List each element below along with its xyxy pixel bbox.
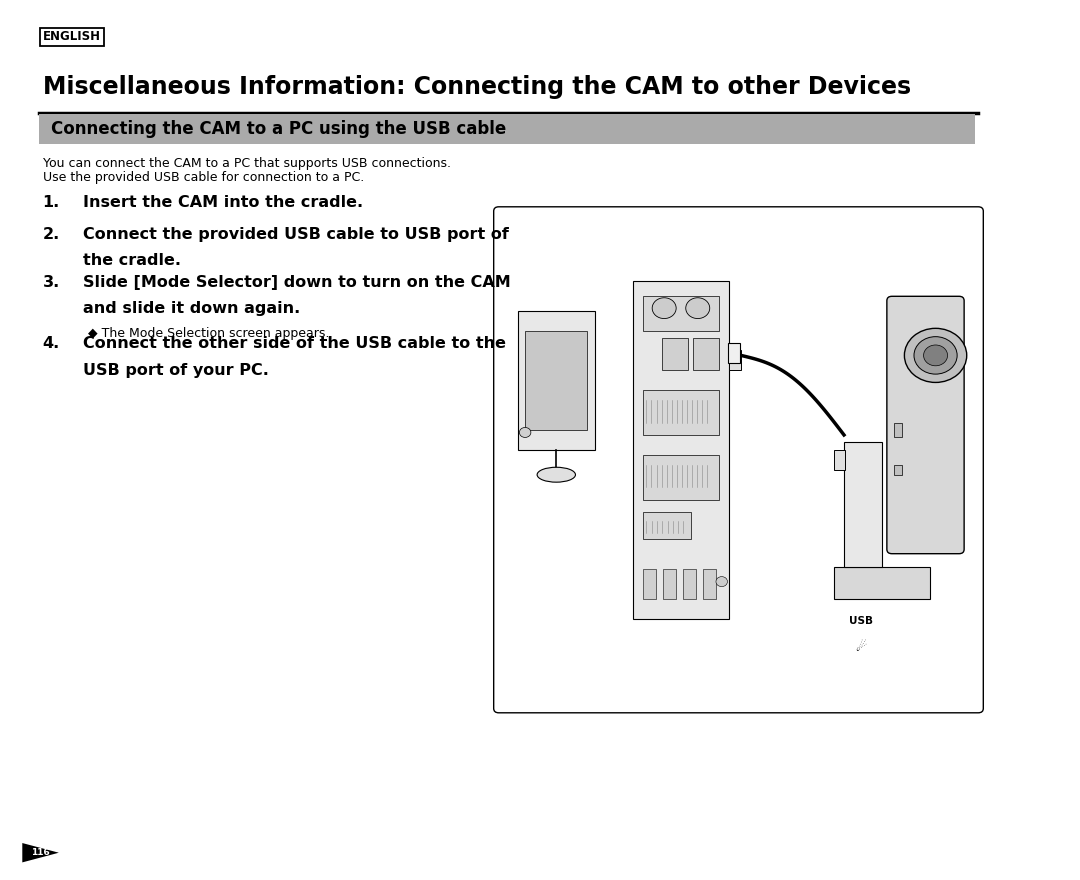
FancyBboxPatch shape <box>894 422 902 437</box>
FancyBboxPatch shape <box>643 569 656 599</box>
Text: Insert the CAM into the cradle.: Insert the CAM into the cradle. <box>83 195 363 210</box>
Text: USB: USB <box>849 616 873 627</box>
Text: and slide it down again.: and slide it down again. <box>83 301 300 316</box>
FancyBboxPatch shape <box>643 296 719 331</box>
Circle shape <box>923 345 947 366</box>
Text: the cradle.: the cradle. <box>83 253 181 268</box>
FancyBboxPatch shape <box>703 569 716 599</box>
FancyBboxPatch shape <box>662 338 688 370</box>
FancyBboxPatch shape <box>525 331 588 430</box>
FancyBboxPatch shape <box>894 465 902 474</box>
FancyBboxPatch shape <box>693 338 719 370</box>
Circle shape <box>652 297 676 319</box>
Text: Slide [Mode Selector] down to turn on the CAM: Slide [Mode Selector] down to turn on th… <box>83 275 511 290</box>
FancyBboxPatch shape <box>683 569 697 599</box>
Text: Use the provided USB cable for connection to a PC.: Use the provided USB cable for connectio… <box>42 171 364 184</box>
Text: 1.: 1. <box>42 195 59 210</box>
Text: 116: 116 <box>31 848 50 857</box>
Text: 3.: 3. <box>42 275 59 290</box>
Text: You can connect the CAM to a PC that supports USB connections.: You can connect the CAM to a PC that sup… <box>42 157 450 170</box>
Text: Connect the provided USB cable to USB port of: Connect the provided USB cable to USB po… <box>83 227 509 242</box>
Circle shape <box>519 428 531 437</box>
Text: ENGLISH: ENGLISH <box>42 31 100 43</box>
Text: ◆ The Mode Selection screen appears.: ◆ The Mode Selection screen appears. <box>89 327 329 341</box>
Text: Miscellaneous Information: Connecting the CAM to other Devices: Miscellaneous Information: Connecting th… <box>42 75 910 99</box>
FancyBboxPatch shape <box>518 311 595 450</box>
Circle shape <box>686 297 710 319</box>
FancyBboxPatch shape <box>39 114 975 144</box>
Circle shape <box>914 337 957 374</box>
FancyBboxPatch shape <box>663 569 676 599</box>
FancyBboxPatch shape <box>843 443 882 567</box>
Text: ☄: ☄ <box>855 642 866 654</box>
FancyBboxPatch shape <box>835 450 845 470</box>
FancyBboxPatch shape <box>729 350 741 370</box>
Text: USB port of your PC.: USB port of your PC. <box>83 363 269 378</box>
FancyBboxPatch shape <box>728 343 740 363</box>
FancyBboxPatch shape <box>835 567 930 599</box>
Text: 2.: 2. <box>42 227 59 242</box>
Text: 4.: 4. <box>42 336 59 351</box>
Text: Connecting the CAM to a PC using the USB cable: Connecting the CAM to a PC using the USB… <box>51 121 505 138</box>
Ellipse shape <box>537 467 576 482</box>
FancyBboxPatch shape <box>643 455 719 500</box>
FancyBboxPatch shape <box>494 207 983 713</box>
Circle shape <box>904 328 967 383</box>
Polygon shape <box>23 843 58 862</box>
FancyBboxPatch shape <box>643 390 719 435</box>
FancyBboxPatch shape <box>887 297 964 554</box>
FancyBboxPatch shape <box>643 512 690 539</box>
Text: Connect the other side of the USB cable to the: Connect the other side of the USB cable … <box>83 336 507 351</box>
Circle shape <box>716 576 728 587</box>
FancyBboxPatch shape <box>633 281 729 619</box>
